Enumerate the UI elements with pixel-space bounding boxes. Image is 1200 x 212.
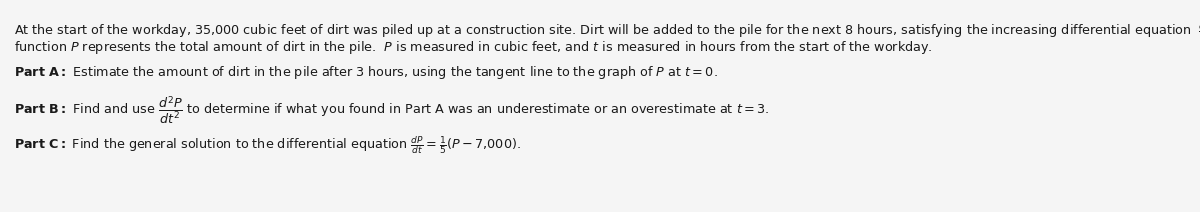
Text: function $P$ represents the total amount of dirt in the pile.  $P$ is measured i: function $P$ represents the total amount… (14, 39, 932, 56)
Text: $\mathbf{Part\ C:}$ Find the general solution to the differential equation $\fra: $\mathbf{Part\ C:}$ Find the general sol… (14, 134, 521, 156)
Text: $\mathbf{Part\ B:}$ Find and use $\dfrac{d^2P}{dt^2}$ to determine if what you f: $\mathbf{Part\ B:}$ Find and use $\dfrac… (14, 94, 769, 126)
Text: $\mathbf{Part\ A:}$ Estimate the amount of dirt in the pile after 3 hours, using: $\mathbf{Part\ A:}$ Estimate the amount … (14, 64, 718, 81)
Text: At the start of the workday, 35,000 cubic feet of dirt was piled up at a constru: At the start of the workday, 35,000 cubi… (14, 20, 1200, 42)
